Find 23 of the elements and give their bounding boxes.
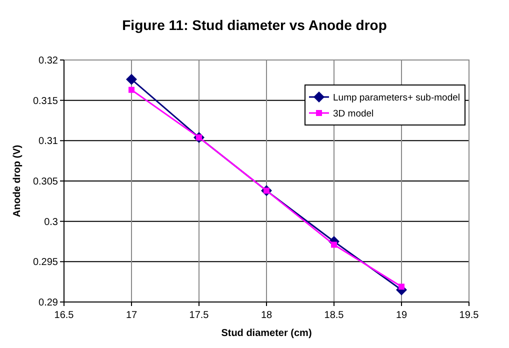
x-tick-label: 18.5 <box>324 310 344 321</box>
y-tick-label: 0.315 <box>32 96 58 107</box>
point <box>398 284 404 290</box>
legend-label: 3D model <box>333 108 374 120</box>
x-tick-label: 18 <box>260 310 272 321</box>
legend-label: Lump parameters+ sub-model <box>333 92 460 104</box>
y-tick-label: 0.31 <box>38 136 58 148</box>
x-tick-label: 19 <box>396 310 408 321</box>
y-tick-label: 0.32 <box>38 56 58 66</box>
y-tick-label: 0.295 <box>32 257 58 268</box>
point <box>128 86 134 93</box>
x-tick-label: 16.5 <box>54 310 74 321</box>
point <box>331 242 337 248</box>
x-tick-label: 19.5 <box>459 310 480 321</box>
y-tick-label: 0.29 <box>38 298 58 308</box>
point <box>126 74 137 85</box>
y-tick-label: 0.3 <box>44 216 58 228</box>
y-tick-label: 0.305 <box>32 176 58 188</box>
x-tick-label: 17.5 <box>189 310 210 321</box>
chart-title: Figure 11: Stud diameter vs Anode drop <box>122 17 387 33</box>
y-axis-title: Anode drop (V) <box>12 144 23 218</box>
x-tick-label: 17 <box>126 310 138 321</box>
x-axis-title: Stud diameter (cm) <box>221 328 312 339</box>
